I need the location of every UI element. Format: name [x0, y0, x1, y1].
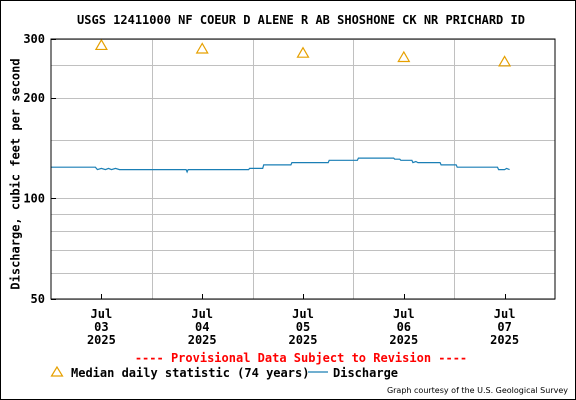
courtesy-text: Graph courtesy of the U.S. Geological Su…	[387, 386, 568, 395]
plot-area-border	[50, 38, 556, 300]
legend: Median daily statistic (74 years) Discha…	[50, 365, 398, 380]
x-tick-date: 04	[195, 320, 209, 334]
legend-median-label: Median daily statistic (74 years)	[71, 366, 309, 380]
x-tick-year: 2025	[87, 333, 116, 347]
x-tick-month: Jul	[91, 307, 113, 321]
y-axis-label: Discharge, cubic feet per second	[9, 58, 23, 289]
provisional-notice: ---- Provisional Data Subject to Revisio…	[135, 351, 467, 365]
x-tick-month: Jul	[191, 307, 213, 321]
chart-title: USGS 12411000 NF COEUR D ALENE R AB SHOS…	[77, 13, 525, 27]
median-triangle-legend-icon	[50, 365, 64, 377]
x-tick-date: 07	[497, 320, 511, 334]
x-tick-year: 2025	[389, 333, 418, 347]
legend-discharge-label: Discharge	[333, 366, 398, 380]
x-tick-date: 03	[94, 320, 108, 334]
y-axis-label-group: Discharge, cubic feet per second	[9, 58, 23, 289]
x-tick-date: 06	[397, 320, 411, 334]
y-tick-label-50: 50	[31, 292, 45, 306]
x-tick-month: Jul	[292, 307, 314, 321]
x-tick-month: Jul	[494, 307, 516, 321]
y-tick-label-200: 200	[23, 91, 45, 105]
x-tick-year: 2025	[188, 333, 217, 347]
median-triangle-marker	[94, 38, 108, 51]
median-triangle-marker	[195, 42, 209, 54]
median-triangle-marker	[498, 55, 512, 67]
x-tick-year: 2025	[490, 333, 519, 347]
y-tick-labels: 300 200 100 50	[23, 32, 45, 306]
y-tick-label-100: 100	[23, 191, 45, 205]
x-tick-labels: Jul032025Jul042025Jul052025Jul062025Jul0…	[87, 307, 519, 347]
series-layer	[51, 38, 512, 174]
median-triangle-marker	[296, 46, 310, 58]
median-triangle-marker	[397, 50, 411, 63]
discharge-line	[51, 157, 510, 174]
y-tick-label-300: 300	[23, 32, 45, 46]
x-tick-date: 05	[296, 320, 310, 334]
x-tick-year: 2025	[289, 333, 318, 347]
x-tick-month: Jul	[393, 307, 415, 321]
